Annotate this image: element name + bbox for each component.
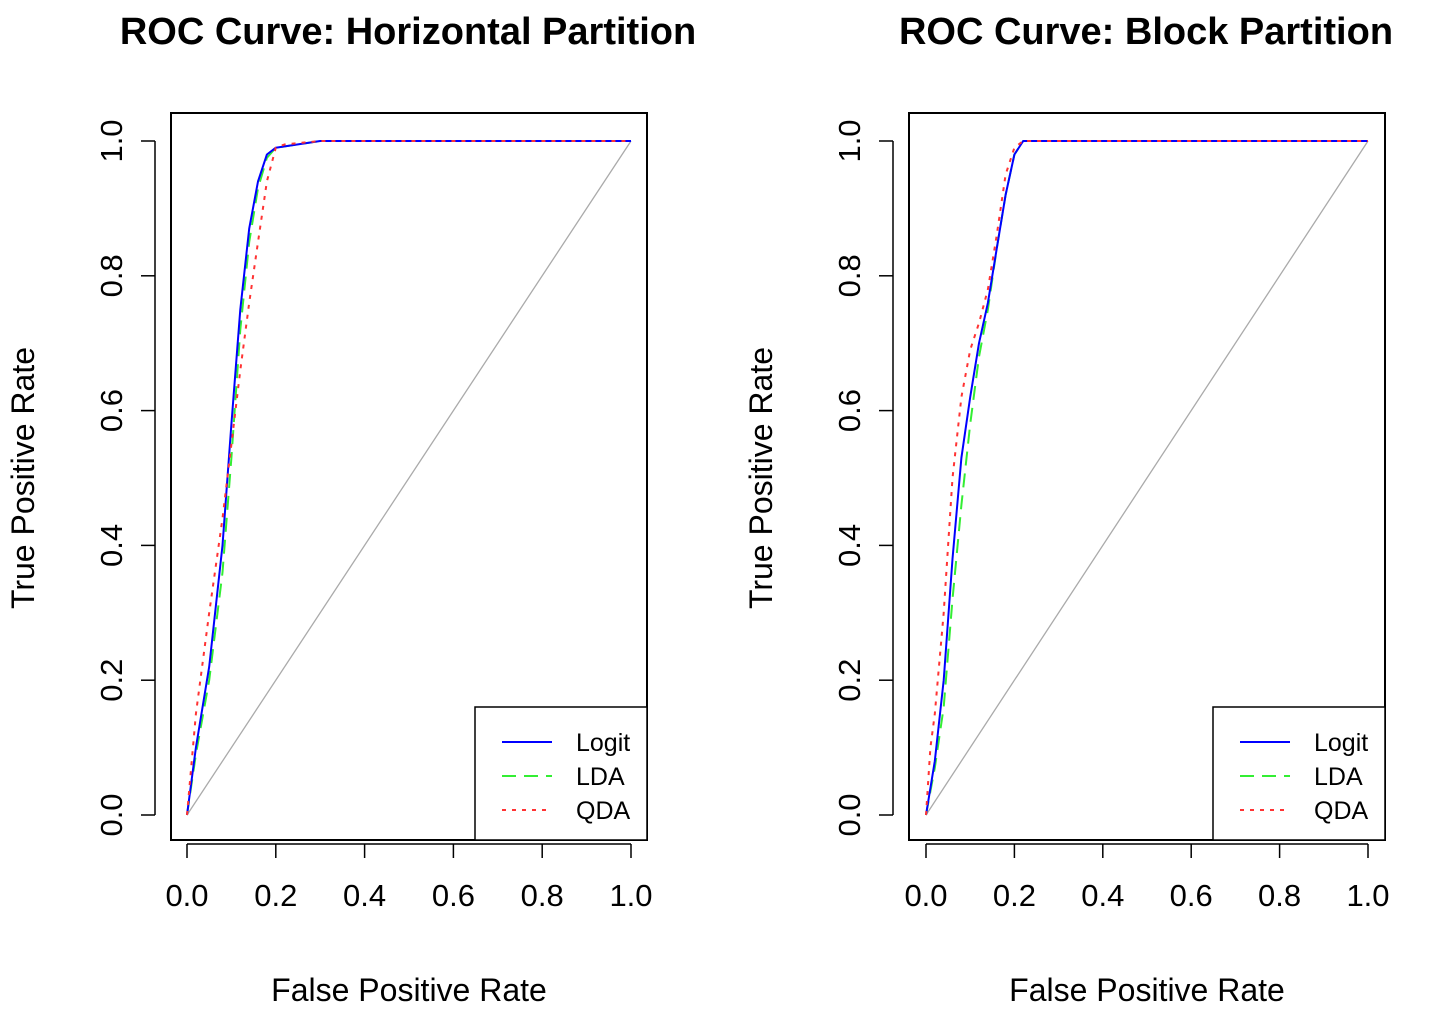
x-tick-label: 1.0 bbox=[1346, 878, 1389, 913]
x-tick-label: 0.2 bbox=[254, 878, 297, 913]
y-tick-label: 0.2 bbox=[94, 659, 129, 702]
y-tick-label: 1.0 bbox=[832, 119, 867, 162]
y-axis: 0.0 0.2 0.4 0.6 0.8 1.0 bbox=[94, 119, 156, 837]
x-tick-label: 0.6 bbox=[1170, 878, 1213, 913]
chart-title: ROC Curve: Block Partition bbox=[899, 11, 1393, 53]
series-line-lda bbox=[186, 140, 631, 816]
x-tick-label: 0.6 bbox=[432, 878, 475, 913]
y-tick-label: 0.0 bbox=[94, 793, 129, 836]
y-tick-label: 0.8 bbox=[94, 254, 129, 297]
roc-panel-horizontal: ROC Curve: Horizontal Partition False Po… bbox=[5, 11, 696, 1008]
x-tick-label: 0.0 bbox=[165, 878, 208, 913]
x-tick-label: 1.0 bbox=[609, 878, 652, 913]
y-tick-label: 0.4 bbox=[94, 524, 129, 567]
x-axis: 0.0 0.2 0.4 0.6 0.8 1.0 bbox=[904, 843, 1390, 913]
y-axis-label: True Positive Rate bbox=[743, 347, 779, 609]
x-tick-label: 0.4 bbox=[1081, 878, 1124, 913]
plot-frame bbox=[908, 112, 1386, 841]
legend: Logit LDA QDA bbox=[474, 706, 648, 841]
y-tick-label: 0.0 bbox=[832, 793, 867, 836]
x-axis-label: False Positive Rate bbox=[1009, 972, 1285, 1008]
x-tick-label: 0.4 bbox=[343, 878, 386, 913]
legend-label-qda: QDA bbox=[576, 797, 631, 825]
legend-label-logit: Logit bbox=[576, 729, 630, 757]
x-tick-label: 0.8 bbox=[1258, 878, 1301, 913]
legend-label-lda: LDA bbox=[1314, 763, 1363, 791]
x-tick-label: 0.2 bbox=[993, 878, 1036, 913]
legend-label-lda: LDA bbox=[576, 763, 625, 791]
plot-content bbox=[925, 140, 1369, 816]
x-axis: 0.0 0.2 0.4 0.6 0.8 1.0 bbox=[165, 843, 653, 913]
series-line-logit bbox=[186, 140, 631, 816]
legend-label-logit: Logit bbox=[1314, 729, 1368, 757]
x-tick-label: 0.0 bbox=[904, 878, 947, 913]
series-line-qda bbox=[925, 140, 1368, 816]
roc-panel-block: ROC Curve: Block Partition False Positiv… bbox=[743, 11, 1393, 1008]
y-tick-label: 0.2 bbox=[832, 659, 867, 702]
x-tick-label: 0.8 bbox=[521, 878, 564, 913]
y-axis-label: True Positive Rate bbox=[5, 347, 41, 609]
x-axis-label: False Positive Rate bbox=[271, 972, 547, 1008]
legend-label-qda: QDA bbox=[1314, 797, 1369, 825]
y-tick-label: 0.6 bbox=[94, 389, 129, 432]
series-line-qda bbox=[186, 140, 631, 816]
y-tick-label: 0.4 bbox=[832, 524, 867, 567]
legend: Logit LDA QDA bbox=[1212, 706, 1386, 841]
reference-diagonal-line bbox=[186, 140, 632, 816]
y-tick-label: 0.6 bbox=[832, 389, 867, 432]
plot-frame bbox=[170, 112, 648, 841]
plot-content bbox=[186, 140, 632, 816]
y-tick-label: 1.0 bbox=[94, 119, 129, 162]
y-axis: 0.0 0.2 0.4 0.6 0.8 1.0 bbox=[832, 119, 894, 837]
chart-title: ROC Curve: Horizontal Partition bbox=[120, 11, 696, 53]
legend-box bbox=[1212, 706, 1386, 841]
series-line-lda bbox=[925, 140, 1368, 816]
y-tick-label: 0.8 bbox=[832, 254, 867, 297]
reference-diagonal-line bbox=[925, 140, 1369, 816]
legend-box bbox=[474, 706, 648, 841]
